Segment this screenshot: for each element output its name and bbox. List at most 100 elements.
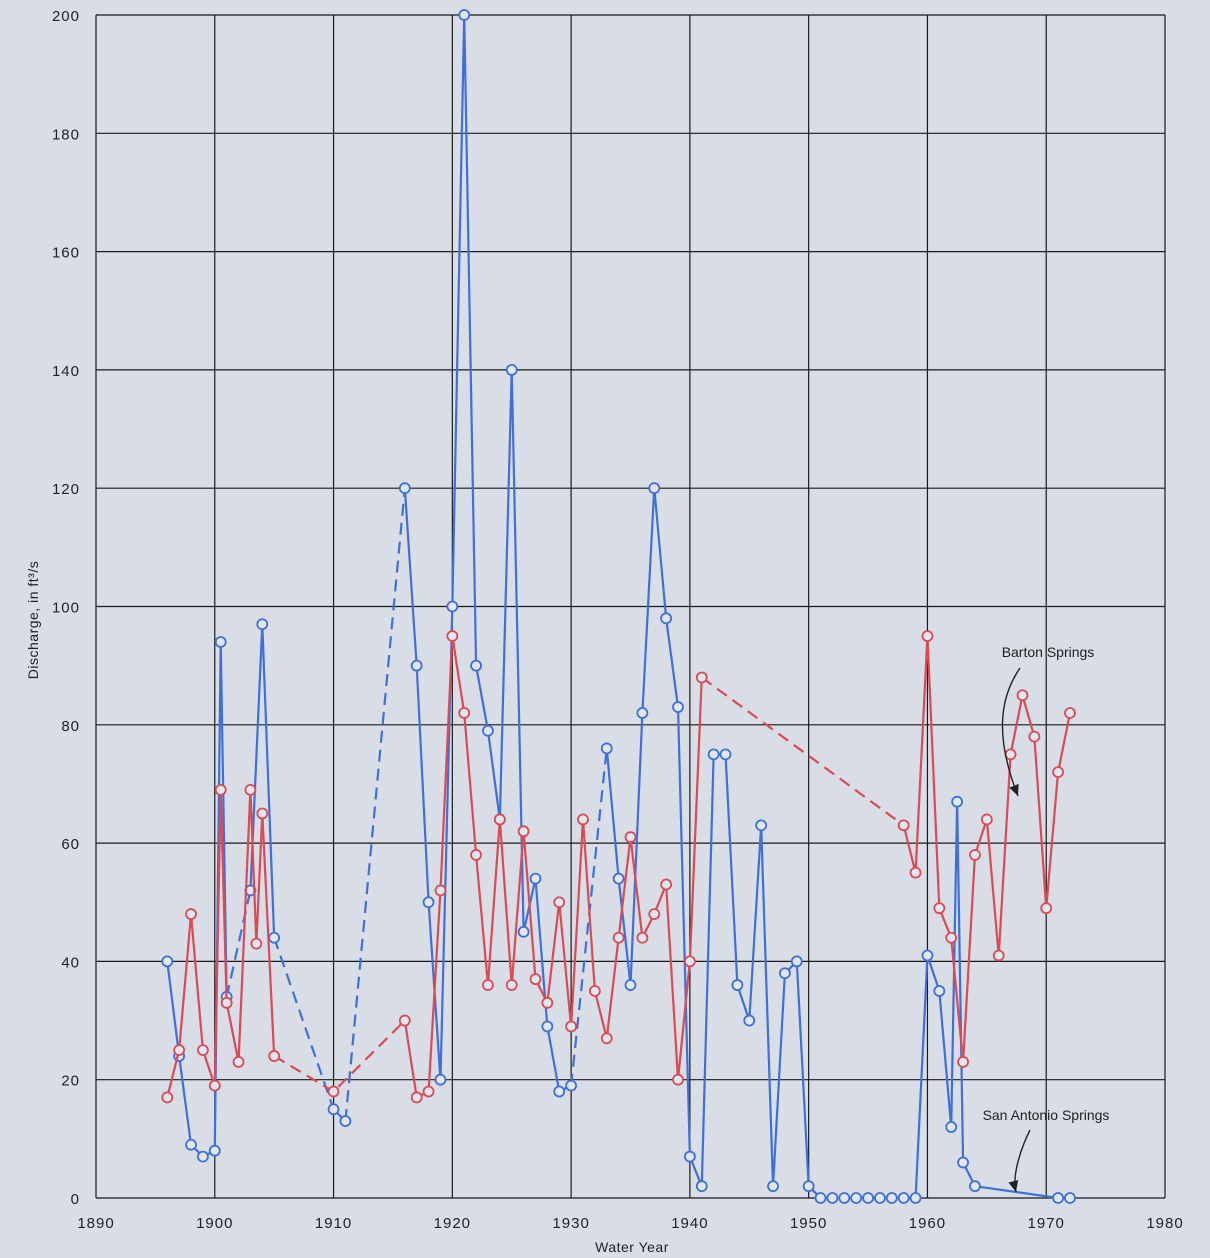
san-antonio-springs-point: [695, 1180, 708, 1193]
barton-springs-point: [957, 1056, 969, 1068]
barton-springs-point: [921, 630, 934, 642]
barton-springs-point: [220, 996, 233, 1009]
y-tick-label: 140: [52, 363, 80, 380]
san-antonio-springs-point: [517, 925, 530, 938]
x-tick-label: 1960: [909, 1215, 946, 1232]
san-antonio-springs-arrowhead: [1008, 1180, 1019, 1192]
grid: [95, 14, 1166, 1199]
barton-springs-label: Barton Springs: [1002, 644, 1095, 660]
barton-springs-point: [683, 955, 696, 968]
series-barton-springs: [161, 630, 1076, 1104]
san-antonio-springs-point: [208, 1144, 221, 1157]
san-antonio-springs-point: [951, 795, 964, 808]
x-tick-label: 1970: [1028, 1215, 1065, 1232]
san-antonio-springs-point: [1052, 1192, 1064, 1204]
barton-springs-point: [1040, 902, 1053, 915]
barton-springs-point: [505, 979, 518, 991]
y-tick-label: 40: [61, 954, 80, 971]
y-tick-label: 160: [52, 245, 80, 262]
barton-springs-point: [945, 931, 958, 944]
san-antonio-springs-point: [161, 955, 174, 968]
san-antonio-springs-point: [600, 742, 613, 755]
y-tick-label: 20: [61, 1073, 80, 1090]
x-tick-label: 1940: [671, 1215, 708, 1232]
san-antonio-springs-point: [214, 636, 227, 648]
x-tick-label: 1900: [196, 1215, 233, 1232]
san-antonio-springs-point: [874, 1192, 886, 1204]
barton-springs-point: [648, 908, 661, 920]
san-antonio-springs-point: [482, 724, 494, 737]
barton-springs-point: [458, 707, 471, 719]
barton-springs-point: [1016, 689, 1029, 702]
barton-springs-point: [636, 931, 649, 944]
barton-springs-point: [250, 937, 263, 950]
barton-springs-point: [660, 878, 673, 891]
san-antonio-springs-point: [470, 659, 482, 672]
y-tick-label: 180: [52, 126, 80, 143]
barton-springs-point: [232, 1056, 245, 1068]
san-antonio-springs-label: San Antonio Springs: [983, 1107, 1110, 1123]
barton-springs-point: [398, 1014, 411, 1027]
x-tick-label: 1920: [434, 1215, 471, 1232]
san-antonio-springs-point: [398, 482, 411, 495]
san-antonio-springs-point: [553, 1085, 566, 1098]
barton-springs-point: [1052, 766, 1064, 779]
y-tick-label: 0: [71, 1191, 80, 1208]
san-antonio-springs-point: [743, 1014, 756, 1027]
san-antonio-springs-point: [933, 985, 946, 997]
san-antonio-springs-point: [826, 1192, 839, 1204]
san-antonio-springs-point: [814, 1192, 827, 1204]
barton-springs-point: [161, 1091, 174, 1104]
x-tick-label: 1890: [77, 1215, 114, 1232]
barton-springs-point: [992, 949, 1005, 962]
san-antonio-springs-point: [196, 1150, 209, 1163]
y-tick-label: 120: [52, 481, 80, 498]
san-antonio-springs-point: [719, 748, 732, 761]
barton-springs-point: [612, 931, 625, 944]
san-antonio-springs-point: [268, 931, 281, 944]
san-antonio-springs-point: [636, 707, 649, 719]
barton-springs-point: [185, 908, 197, 920]
san-antonio-springs-point: [660, 612, 673, 625]
barton-springs-point: [482, 979, 494, 991]
barton-springs-point: [553, 896, 566, 909]
y-tick-label: 200: [52, 8, 80, 25]
san-antonio-springs-point: [256, 618, 269, 631]
san-antonio-springs-point: [897, 1192, 910, 1204]
barton-springs-point: [422, 1085, 435, 1098]
san-antonio-springs-point: [945, 1121, 958, 1133]
barton-springs-point: [493, 813, 506, 826]
san-antonio-springs-point: [529, 872, 542, 885]
san-antonio-springs-point: [802, 1180, 815, 1193]
san-antonio-springs-point: [683, 1150, 696, 1163]
barton-springs-point: [672, 1073, 684, 1086]
tick-labels: 1890 1900 1910 1920 1930 1940 1950 1960 1970 1980…: [52, 8, 1183, 1232]
x-tick-label: 1980: [1146, 1215, 1183, 1232]
san-antonio-springs-point: [422, 896, 435, 909]
barton-springs-point: [695, 671, 708, 684]
san-antonio-springs-point: [672, 701, 684, 713]
barton-springs-arrowhead: [1009, 783, 1019, 796]
san-antonio-springs-point: [909, 1192, 922, 1204]
barton-springs-point: [541, 996, 554, 1009]
san-antonio-springs-point: [624, 979, 637, 991]
san-antonio-springs-point: [957, 1156, 969, 1169]
san-antonio-springs-point: [885, 1192, 898, 1204]
barton-springs-point: [565, 1020, 578, 1033]
series-layer: [161, 9, 1076, 1204]
san-antonio-springs-point: [541, 1020, 554, 1033]
san-antonio-springs-point: [790, 955, 803, 968]
san-antonio-springs-point: [755, 819, 768, 832]
barton-springs-point: [1004, 748, 1017, 761]
barton-springs-point: [897, 819, 910, 832]
x-axis-label: Water Year: [595, 1239, 669, 1255]
barton-springs-point: [244, 783, 257, 796]
san-antonio-springs-point: [458, 9, 471, 21]
annotations: Barton Springs San Antonio Springs: [983, 644, 1110, 1193]
barton-springs-point: [196, 1044, 209, 1057]
barton-springs-point: [980, 813, 993, 826]
barton-springs-line-dashed: [701, 676, 905, 827]
san-antonio-springs-point: [1064, 1192, 1076, 1204]
barton-springs-point: [434, 884, 447, 897]
